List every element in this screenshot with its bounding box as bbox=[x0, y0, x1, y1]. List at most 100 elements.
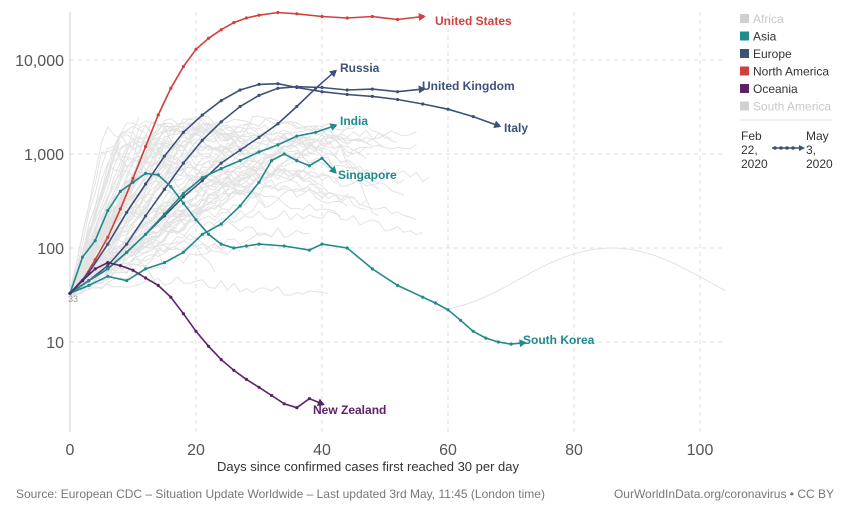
legend-swatch bbox=[740, 66, 749, 76]
time-range-control[interactable]: Feb 22, 2020 May 3, 2020 bbox=[741, 129, 833, 171]
data-point bbox=[194, 329, 198, 333]
data-point bbox=[106, 235, 110, 239]
data-point bbox=[396, 17, 400, 22]
x-tick-label: 80 bbox=[565, 442, 583, 459]
series-end-arrow bbox=[328, 165, 337, 174]
data-point bbox=[509, 342, 513, 346]
x-tick-label: 60 bbox=[439, 442, 457, 459]
time-range-dot bbox=[791, 146, 795, 150]
data-point bbox=[125, 242, 129, 246]
series-end-label[interactable]: Italy bbox=[504, 121, 528, 135]
data-point bbox=[320, 90, 324, 94]
data-point bbox=[93, 267, 97, 271]
legend-item-asia[interactable]: Asia bbox=[740, 30, 777, 44]
legend-swatch bbox=[740, 49, 749, 58]
time-range-arrow bbox=[799, 145, 805, 151]
legend-item-south-america[interactable]: South America bbox=[740, 100, 831, 114]
data-point bbox=[320, 14, 324, 19]
series-line bbox=[69, 85, 423, 294]
data-point bbox=[219, 120, 223, 124]
data-point bbox=[219, 242, 223, 246]
data-point bbox=[131, 180, 135, 184]
series-end-arrow bbox=[493, 120, 502, 129]
data-point bbox=[446, 308, 450, 312]
legend-item-europe[interactable]: Europe bbox=[740, 47, 792, 61]
legend-item-oceania[interactable]: Oceania bbox=[740, 82, 798, 96]
series-singapore[interactable] bbox=[68, 152, 337, 295]
background-country-line bbox=[69, 226, 310, 296]
data-point bbox=[125, 210, 129, 214]
series-end-label[interactable]: South Korea bbox=[523, 333, 595, 347]
data-point bbox=[295, 104, 299, 109]
series-end-label[interactable]: United Kingdom bbox=[422, 79, 515, 93]
legend[interactable]: Africa Asia Europe North America Oceania Sout… bbox=[740, 12, 832, 121]
time-range-label: Feb 22, 2020 bbox=[741, 129, 768, 171]
data-point bbox=[125, 250, 129, 254]
series-south-korea[interactable] bbox=[68, 171, 527, 348]
data-point bbox=[270, 393, 274, 398]
series-italy[interactable] bbox=[68, 82, 502, 295]
background-country-line bbox=[69, 168, 379, 299]
data-point bbox=[200, 176, 204, 180]
data-point bbox=[370, 87, 374, 91]
series-end-label[interactable]: United States bbox=[435, 14, 512, 28]
background-country-line bbox=[69, 121, 392, 296]
series-end-arrow bbox=[329, 69, 337, 78]
data-point bbox=[106, 242, 110, 246]
legend-item-north-america[interactable]: North America bbox=[740, 65, 829, 79]
legend-item-africa[interactable]: Africa bbox=[740, 12, 784, 26]
data-point bbox=[144, 267, 148, 271]
series-end-label[interactable]: India bbox=[340, 114, 368, 128]
y-tick-label: 10,000 bbox=[15, 53, 64, 70]
data-point bbox=[320, 242, 324, 246]
data-point bbox=[396, 97, 400, 102]
series-end-label[interactable]: Singapore bbox=[338, 168, 397, 182]
data-point bbox=[471, 115, 475, 119]
series-line bbox=[69, 172, 524, 345]
data-point bbox=[238, 88, 242, 92]
time-range-dot bbox=[785, 146, 789, 150]
data-point bbox=[219, 99, 223, 103]
data-point bbox=[276, 82, 280, 86]
data-point bbox=[459, 318, 463, 322]
background-country-line bbox=[69, 173, 417, 294]
axes: Days since confirmed cases first reached… bbox=[217, 459, 520, 474]
data-point bbox=[144, 276, 148, 280]
x-tick-label: 40 bbox=[313, 442, 331, 459]
series-end-arrow bbox=[329, 123, 338, 131]
background-country-line bbox=[69, 132, 417, 299]
x-axis-title: Days since confirmed cases first reached… bbox=[217, 459, 520, 474]
legend-label: North America bbox=[753, 65, 829, 79]
time-range-dot bbox=[779, 146, 783, 150]
background-country-line bbox=[435, 247, 726, 312]
legend-label: Oceania bbox=[753, 82, 798, 96]
data-point bbox=[219, 222, 223, 226]
data-point bbox=[169, 86, 173, 90]
data-point bbox=[307, 397, 311, 401]
data-point bbox=[244, 377, 248, 381]
background-country-line bbox=[69, 137, 228, 290]
data-point bbox=[169, 295, 173, 299]
credit-link[interactable]: OurWorldInData.org/coronavirus • CC BY bbox=[613, 487, 834, 501]
data-point bbox=[181, 312, 185, 316]
data-point bbox=[87, 283, 91, 287]
data-point bbox=[181, 130, 185, 134]
series-end-label[interactable]: New Zealand bbox=[313, 403, 386, 417]
background-country-line bbox=[69, 133, 253, 299]
data-point bbox=[131, 176, 135, 180]
data-point bbox=[484, 336, 488, 340]
data-point bbox=[370, 94, 374, 98]
series-end-label[interactable]: Russia bbox=[340, 61, 380, 75]
background-country-line bbox=[69, 125, 329, 296]
data-point bbox=[238, 204, 242, 208]
data-point bbox=[219, 28, 223, 32]
data-point bbox=[106, 274, 110, 278]
series-end-arrow bbox=[418, 13, 426, 21]
data-point bbox=[276, 86, 280, 90]
series-new-zealand[interactable] bbox=[68, 261, 325, 410]
data-point bbox=[219, 167, 223, 171]
background-country-line bbox=[69, 148, 190, 291]
legend-swatch bbox=[740, 31, 749, 41]
background-country-line bbox=[69, 275, 329, 298]
data-point bbox=[238, 159, 242, 163]
